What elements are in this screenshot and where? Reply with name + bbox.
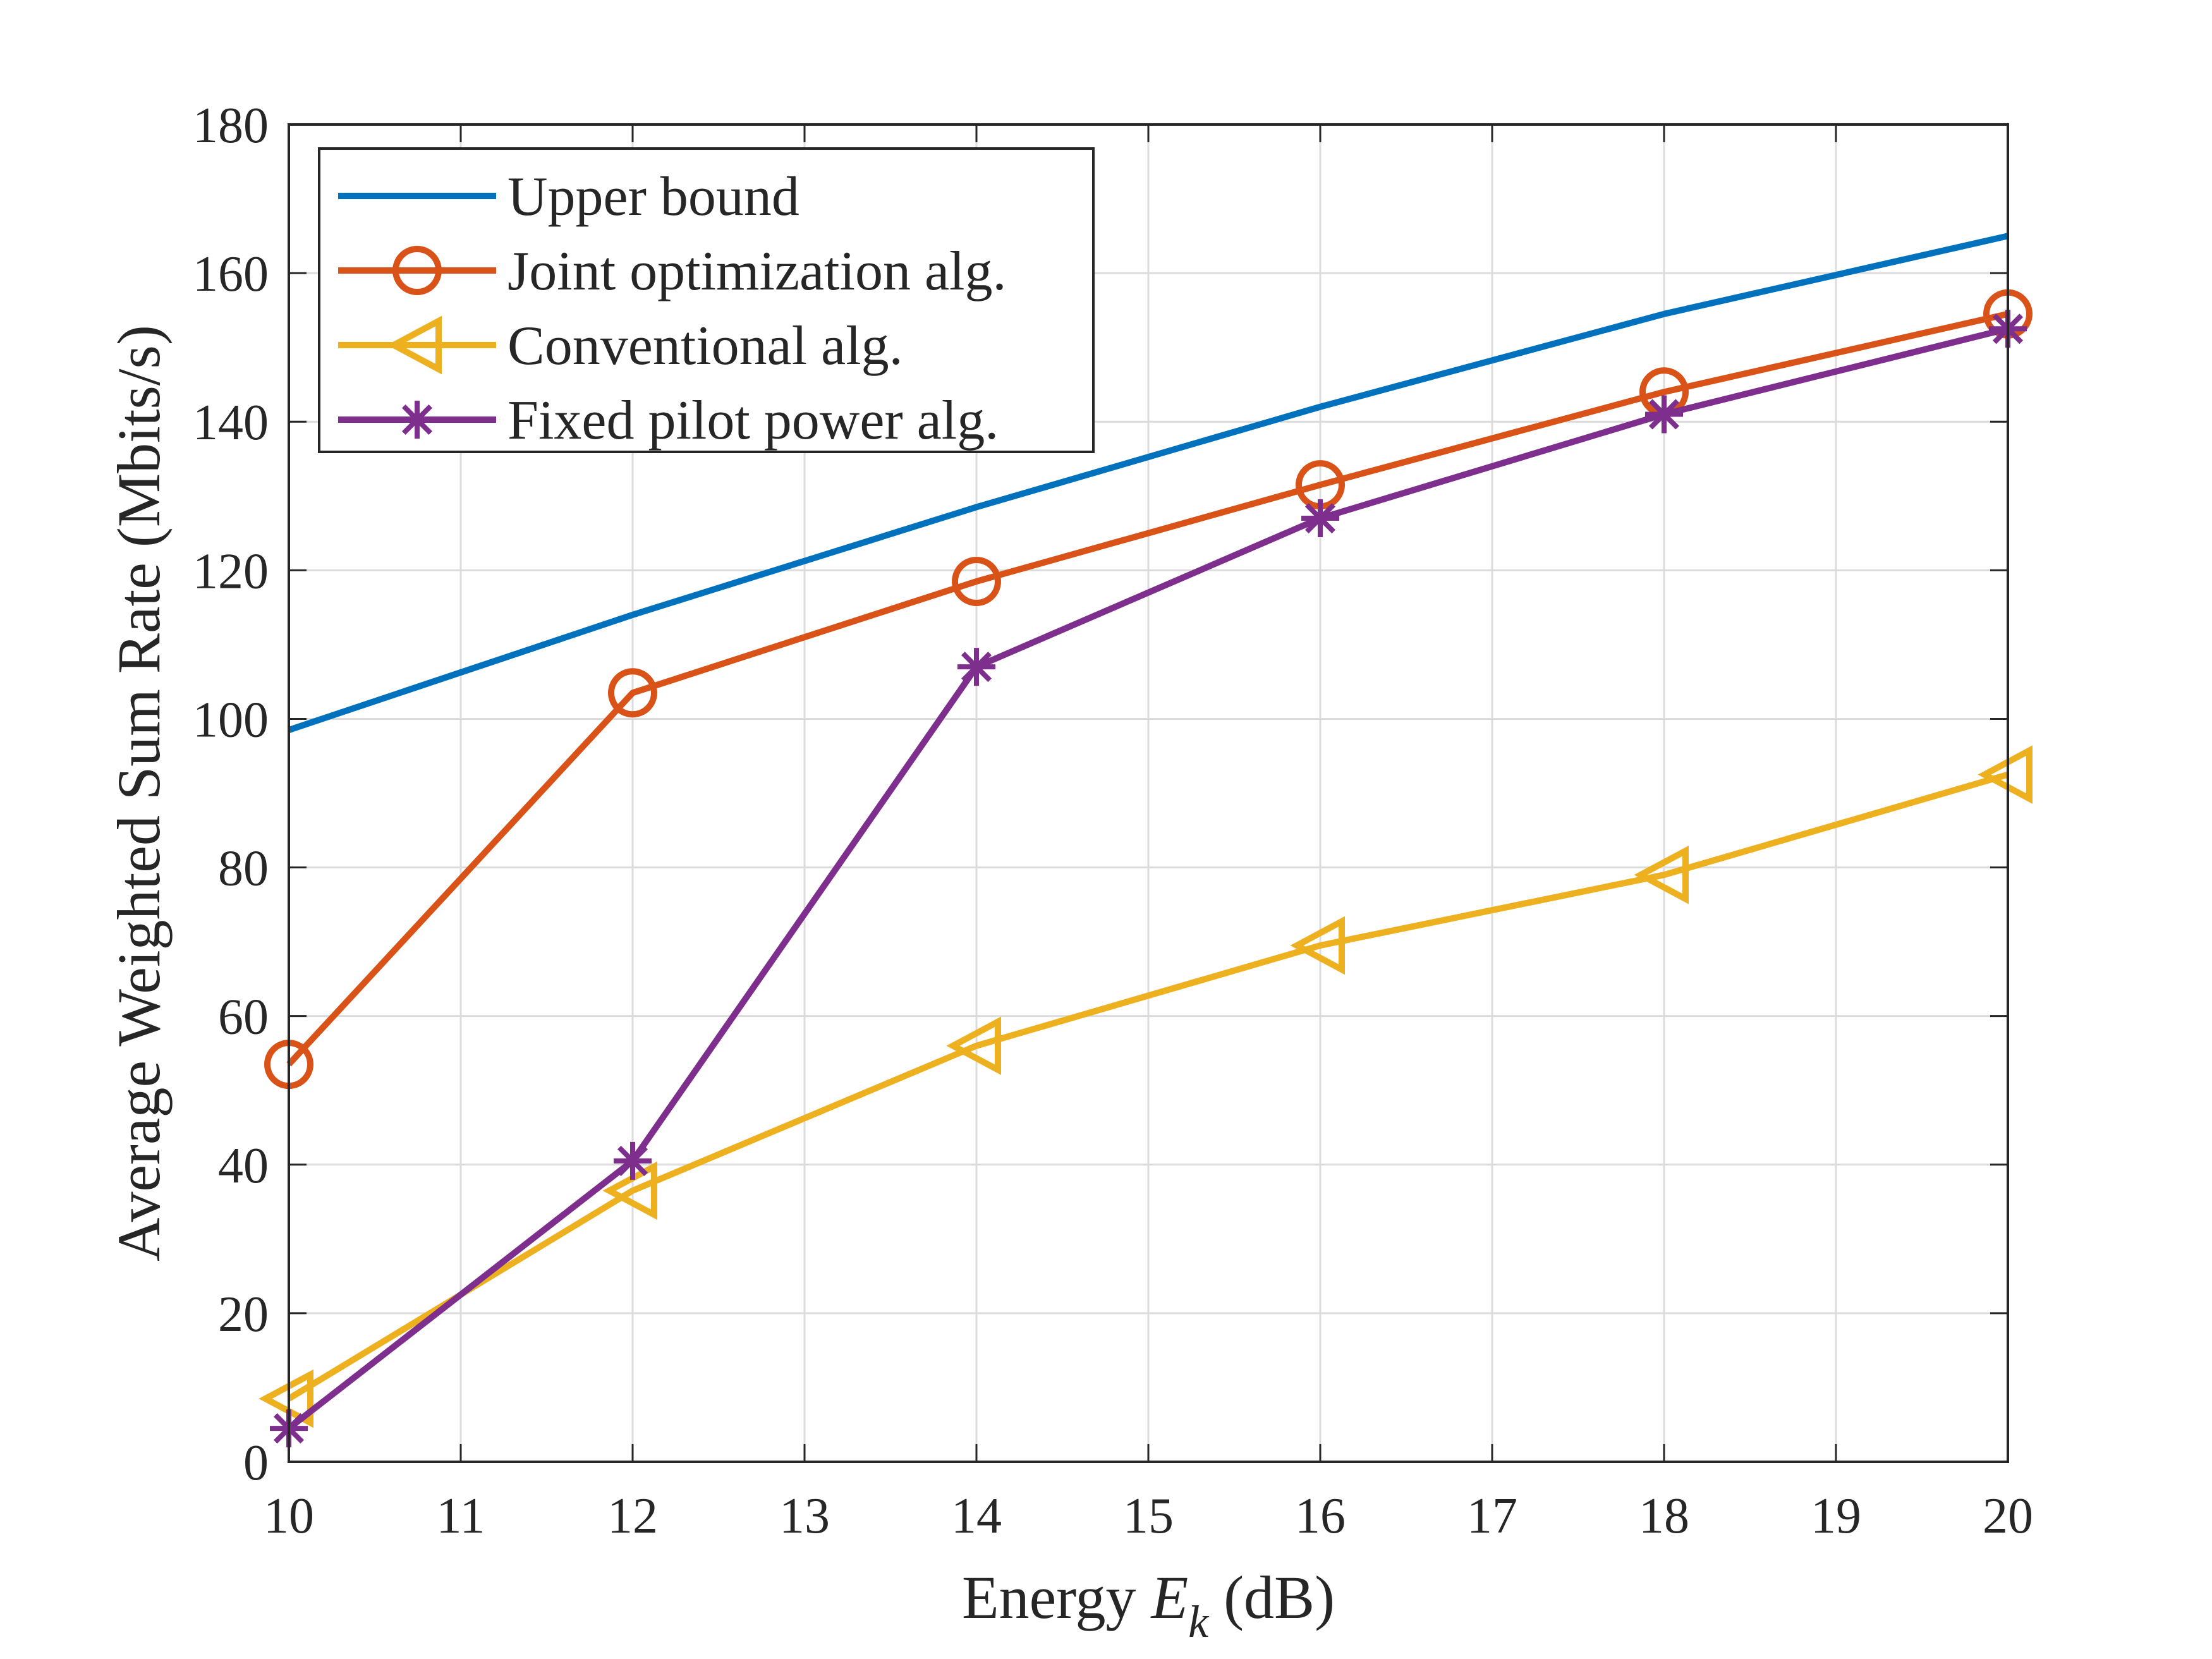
x-tick-label: 14 bbox=[951, 1488, 1002, 1544]
y-tick-label: 100 bbox=[193, 692, 269, 748]
legend-label: Upper bound bbox=[507, 166, 799, 228]
y-axis-label: Average Weighted Sum Rate (Mbits/s) bbox=[105, 325, 173, 1261]
x-axis-label: Energy Ek (dB) bbox=[962, 1564, 1335, 1647]
y-tick-label: 0 bbox=[243, 1435, 269, 1491]
y-tick-label: 20 bbox=[218, 1287, 269, 1342]
series-upper-bound bbox=[288, 233, 2009, 733]
data-point bbox=[614, 1141, 652, 1180]
x-tick-label: 20 bbox=[1983, 1488, 2033, 1544]
legend-entry: Conventional alg. bbox=[338, 315, 903, 377]
series-line bbox=[288, 233, 2009, 733]
x-tick-label: 11 bbox=[436, 1488, 485, 1544]
data-point bbox=[946, 1016, 1001, 1076]
legend-entry: Upper bound bbox=[338, 166, 799, 228]
legend: Upper bound Joint optimization alg. Conven… bbox=[318, 147, 1095, 453]
legend-label: Joint optimization alg. bbox=[507, 241, 1006, 302]
data-point bbox=[1645, 395, 1683, 434]
legend-marker bbox=[392, 246, 442, 295]
axis-ticks: 10 11 12 13 14 15 16 17 18 19 20 0 20 40 60 80 100 120 140… bbox=[193, 98, 2033, 1544]
x-tick-label: 10 bbox=[264, 1488, 314, 1544]
legend-entry: Fixed pilot power alg. bbox=[338, 390, 999, 451]
data-point bbox=[608, 668, 657, 718]
y-tick-label: 160 bbox=[193, 246, 269, 302]
x-axis-label-subscript: k bbox=[1188, 1596, 1210, 1647]
legend-entry: Joint optimization alg. bbox=[338, 241, 1006, 302]
data-point bbox=[957, 648, 995, 686]
x-tick-label: 18 bbox=[1639, 1488, 1689, 1544]
legend-label: Conventional alg. bbox=[507, 315, 903, 377]
y-tick-label: 120 bbox=[193, 544, 269, 599]
y-tick-label: 60 bbox=[218, 990, 269, 1045]
x-axis-label-suffix: (dB) bbox=[1208, 1564, 1335, 1631]
series-line bbox=[286, 310, 2009, 1067]
x-tick-label: 15 bbox=[1123, 1488, 1174, 1544]
x-tick-label: 17 bbox=[1467, 1488, 1517, 1544]
data-point bbox=[1290, 916, 1345, 975]
data-point bbox=[1301, 499, 1339, 538]
x-axis-label-prefix: Energy bbox=[962, 1564, 1151, 1631]
x-tick-label: 12 bbox=[607, 1488, 658, 1544]
series-line bbox=[287, 771, 2009, 1402]
legend-label: Fixed pilot power alg. bbox=[507, 390, 999, 451]
legend-marker bbox=[398, 401, 436, 439]
legend-marker bbox=[387, 315, 442, 375]
x-tick-label: 19 bbox=[1811, 1488, 1861, 1544]
y-tick-label: 80 bbox=[218, 841, 269, 897]
y-tick-label: 140 bbox=[193, 395, 269, 451]
y-tick-label: 40 bbox=[218, 1138, 269, 1194]
series-line bbox=[286, 325, 2009, 1431]
x-axis-label-symbol: E bbox=[1150, 1564, 1188, 1631]
data-point bbox=[952, 556, 1001, 606]
x-tick-label: 16 bbox=[1295, 1488, 1346, 1544]
y-tick-label: 180 bbox=[193, 98, 269, 154]
data-point bbox=[1634, 845, 1689, 904]
x-tick-label: 13 bbox=[779, 1488, 830, 1544]
